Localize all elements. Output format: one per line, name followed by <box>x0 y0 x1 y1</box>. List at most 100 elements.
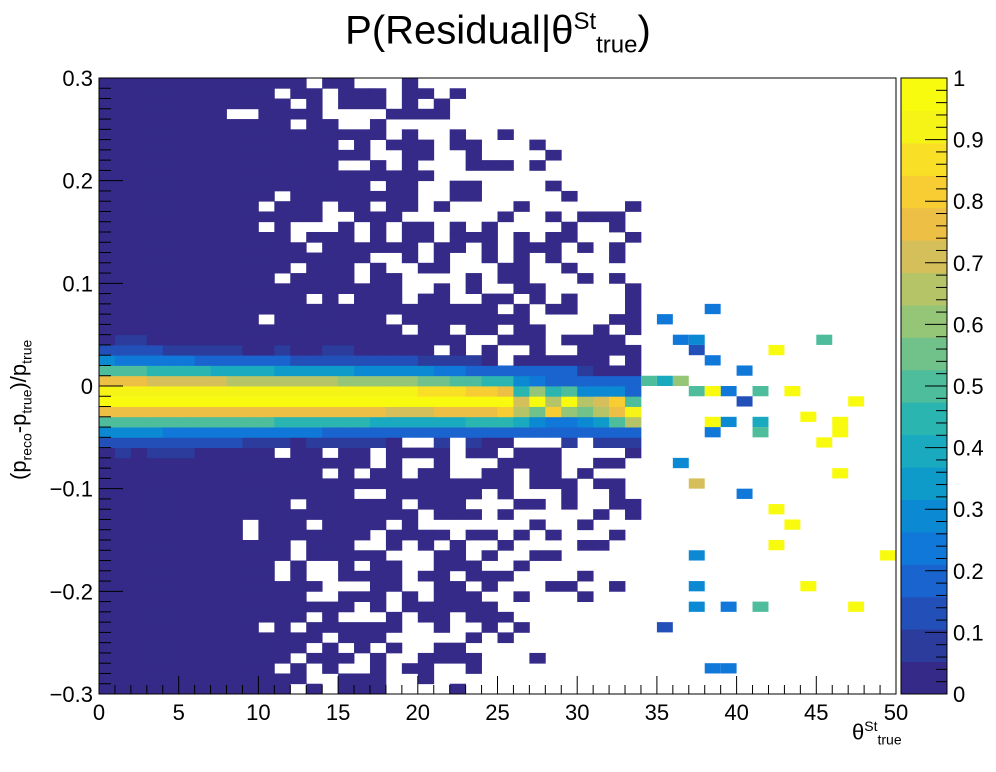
heatmap-cell <box>210 427 227 438</box>
heatmap-cell <box>99 632 116 644</box>
heatmap-cell <box>545 406 562 418</box>
heatmap-cell <box>194 324 211 336</box>
heatmap-cell <box>99 170 116 182</box>
heatmap-cell <box>114 139 132 151</box>
heatmap-cell <box>242 180 259 192</box>
heatmap-cell <box>242 88 259 99</box>
heatmap-cell <box>449 375 467 387</box>
heatmap-cell <box>354 365 371 377</box>
heatmap-cell <box>290 488 307 500</box>
heatmap-cell <box>226 416 243 428</box>
heatmap-cell <box>226 519 243 531</box>
heatmap-cell <box>258 540 275 551</box>
heatmap-cell <box>194 108 211 120</box>
heatmap-cell <box>369 232 387 243</box>
heatmap-cell <box>274 416 291 428</box>
heatmap-cell <box>258 78 275 89</box>
heatmap-cell <box>593 344 610 356</box>
heatmap-cell <box>274 427 291 438</box>
heatmap-cell <box>194 396 211 407</box>
heatmap-cell <box>354 170 371 182</box>
heatmap-cell <box>417 232 435 243</box>
heatmap-cell <box>146 98 164 110</box>
heatmap-cell <box>577 355 594 366</box>
heatmap-cell <box>513 334 530 346</box>
heatmap-cell <box>481 406 498 418</box>
heatmap-cell <box>146 540 164 551</box>
heatmap-cell <box>274 78 291 89</box>
heatmap-cell <box>385 386 403 397</box>
heatmap-cell <box>114 673 132 685</box>
heatmap-cell <box>529 498 546 510</box>
heatmap-cell <box>529 406 546 418</box>
heatmap-cell <box>226 478 243 490</box>
heatmap-cell <box>226 437 243 448</box>
heatmap-cell <box>178 314 196 325</box>
heatmap-cell <box>481 427 498 438</box>
heatmap-cell <box>258 344 275 356</box>
heatmap-cell <box>130 560 148 572</box>
heatmap-cell <box>194 314 211 325</box>
heatmap-cell <box>338 180 355 192</box>
heatmap-cell <box>401 160 419 171</box>
heatmap-cell <box>385 622 403 633</box>
heatmap-cell <box>465 601 482 613</box>
heatmap-cell <box>513 396 530 407</box>
heatmap-cell <box>210 262 227 274</box>
colorbar-swatch <box>901 78 947 111</box>
heatmap-cell <box>354 324 371 336</box>
heatmap-cell <box>178 201 196 212</box>
heatmap-cell <box>497 129 514 140</box>
heatmap-cell <box>322 519 339 531</box>
heatmap-cell <box>226 673 243 685</box>
heatmap-cell <box>258 601 275 613</box>
heatmap-cell <box>433 375 451 387</box>
heatmap-cell <box>497 488 514 500</box>
heatmap-cell <box>322 386 339 397</box>
heatmap-cell <box>529 139 546 151</box>
heatmap-cell <box>593 365 610 377</box>
heatmap-cell <box>417 355 435 366</box>
heatmap-cell <box>369 406 387 418</box>
heatmap-cell <box>114 303 132 315</box>
heatmap-cell <box>178 663 196 674</box>
heatmap-cell <box>130 478 148 490</box>
heatmap-cell <box>99 416 116 428</box>
heatmap-cell <box>114 283 132 294</box>
heatmap-cell <box>354 673 371 685</box>
heatmap-cell <box>290 190 307 202</box>
heatmap-cell <box>369 396 387 407</box>
heatmap-cell <box>146 88 164 99</box>
heatmap-cell <box>625 355 642 366</box>
heatmap-cell <box>242 375 259 387</box>
heatmap-cell <box>162 509 180 520</box>
heatmap-cell <box>465 365 482 377</box>
heatmap-cell <box>130 273 148 284</box>
heatmap-cell <box>449 386 467 397</box>
heatmap-cell <box>322 78 339 89</box>
heatmap-cell <box>226 509 243 520</box>
heatmap-cell <box>385 283 403 294</box>
heatmap-cell <box>146 293 164 305</box>
heatmap-cell <box>99 334 116 346</box>
heatmap-cell <box>226 303 243 315</box>
heatmap-cell <box>99 663 116 674</box>
heatmap-cell <box>226 242 243 253</box>
heatmap-cell <box>162 488 180 500</box>
colorbar-tick-label: 0.5 <box>953 374 984 399</box>
heatmap-cell <box>242 570 259 582</box>
heatmap-cell <box>210 642 227 654</box>
heatmap-cell <box>768 504 785 515</box>
heatmap-cell <box>529 416 546 428</box>
heatmap-cell <box>338 457 355 469</box>
heatmap-cell <box>561 221 578 233</box>
heatmap-cell <box>162 242 180 253</box>
heatmap-cell <box>130 252 148 264</box>
heatmap-cell <box>290 355 307 366</box>
heatmap-cell <box>338 242 355 253</box>
heatmap-cell <box>433 560 451 572</box>
heatmap-cell <box>178 591 196 602</box>
heatmap-cell <box>369 468 387 479</box>
heatmap-cell <box>338 78 355 89</box>
heatmap-cell <box>210 447 227 459</box>
